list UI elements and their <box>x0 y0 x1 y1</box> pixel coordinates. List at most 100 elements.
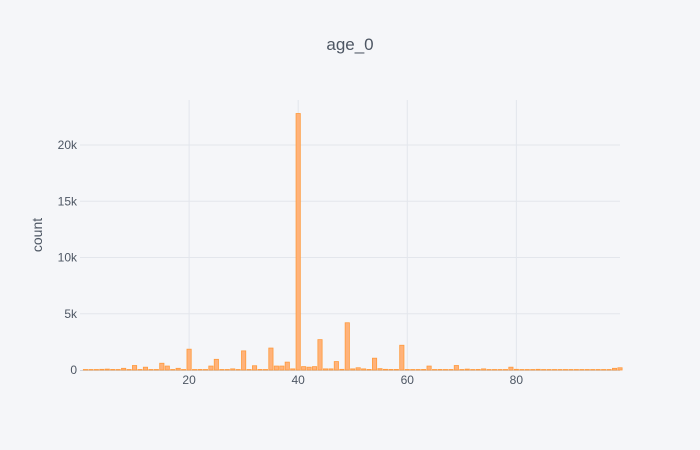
histogram-bar <box>284 361 290 371</box>
histogram-bar <box>372 357 378 371</box>
histogram-bar <box>437 369 443 371</box>
chart-title: age_0 <box>326 35 373 54</box>
histogram-bar <box>121 367 127 371</box>
histogram-bar <box>524 369 530 371</box>
histogram-bar <box>415 369 421 371</box>
histogram-bar <box>306 366 312 371</box>
histogram-bar <box>175 367 181 371</box>
histogram-bar <box>257 369 263 371</box>
histogram-bar <box>148 369 154 371</box>
histogram-bar <box>99 368 105 371</box>
grid-layer <box>80 100 620 371</box>
histogram-bar <box>137 369 143 371</box>
x-tick-label: 80 <box>510 373 524 387</box>
histogram-bar <box>399 344 405 371</box>
histogram-bar <box>453 365 459 371</box>
histogram-bar <box>388 369 394 371</box>
histogram-bar <box>552 369 558 371</box>
histogram-bar <box>132 365 138 371</box>
x-axis-ticks: 20 40 60 80 <box>182 373 523 387</box>
histogram-bar <box>404 369 410 371</box>
histogram-bar <box>497 369 503 371</box>
histogram-bar <box>481 368 487 371</box>
histogram-bar <box>230 368 236 371</box>
histogram-bar <box>475 369 481 371</box>
histogram-bar <box>312 366 318 371</box>
histogram-bar <box>322 368 328 371</box>
histogram-bar <box>601 369 607 371</box>
histogram-bar <box>513 368 519 371</box>
histogram-bar <box>192 369 198 371</box>
histogram-bar <box>350 368 356 371</box>
histogram-bar <box>170 369 176 371</box>
histogram-bar <box>159 362 165 371</box>
histogram-bar <box>464 368 470 371</box>
histogram-bar <box>279 365 285 371</box>
histogram-bar <box>339 368 345 371</box>
histogram-bar <box>508 366 514 371</box>
histogram-bar <box>486 369 492 371</box>
histogram-bar <box>573 369 579 371</box>
histogram-bar <box>382 368 388 371</box>
histogram-bar <box>426 365 432 371</box>
y-tick-label: 20k <box>58 138 78 152</box>
histogram-bar <box>295 113 301 371</box>
y-tick-label: 5k <box>64 307 78 321</box>
histogram-bar <box>317 339 323 371</box>
histogram-bar <box>213 358 219 371</box>
y-axis-label: count <box>29 218 45 252</box>
histogram-bar <box>235 369 241 371</box>
histogram-bar <box>366 369 372 371</box>
histogram-bar <box>470 369 476 371</box>
histogram-bar <box>612 367 618 371</box>
histogram-bar <box>557 369 563 371</box>
x-tick-label: 40 <box>292 373 306 387</box>
histogram-bar <box>197 369 203 371</box>
histogram-bar <box>361 368 367 371</box>
histogram-bar <box>88 369 94 371</box>
histogram-bar <box>224 369 230 371</box>
histogram-bar <box>535 368 541 371</box>
histogram-bar <box>442 369 448 371</box>
histogram-bar <box>219 369 225 371</box>
histogram-bar <box>421 369 427 371</box>
histogram-bar <box>562 369 568 371</box>
histogram-bar <box>584 369 590 371</box>
histogram-bar <box>546 369 552 371</box>
histogram-bar <box>344 322 350 371</box>
histogram-bar <box>492 369 498 371</box>
histogram-bar <box>104 368 110 371</box>
histogram-bar <box>333 361 339 371</box>
histogram-bar <box>268 347 274 371</box>
histogram-bar <box>590 369 596 371</box>
histogram-bar <box>208 365 214 371</box>
histogram-bar <box>502 369 508 371</box>
histogram-bar <box>126 369 132 371</box>
histogram-bar <box>202 369 208 371</box>
histogram-bar <box>241 350 247 371</box>
y-tick-label: 10k <box>58 251 78 265</box>
histogram-bar <box>519 369 525 371</box>
x-tick-label: 20 <box>182 373 196 387</box>
histogram-bar <box>393 369 399 371</box>
histogram-bar <box>115 369 121 371</box>
histogram-bar <box>595 369 601 371</box>
histogram-bar <box>164 365 170 371</box>
y-tick-label: 15k <box>58 194 78 208</box>
y-tick-label: 0 <box>70 363 77 377</box>
histogram-bar <box>328 368 334 371</box>
histogram-bar <box>617 367 623 371</box>
histogram-bar <box>186 348 192 371</box>
histogram-bar <box>262 369 268 371</box>
histogram-bar <box>377 368 383 371</box>
histogram-bar <box>290 368 296 371</box>
histogram-bar <box>355 367 361 371</box>
histogram-bar <box>82 369 88 371</box>
histogram-bar <box>606 369 612 371</box>
histogram-bar <box>410 369 416 371</box>
histogram-bar <box>530 369 536 371</box>
y-axis-ticks: 0 5k 10k 15k 20k <box>58 138 78 377</box>
histogram-bar <box>301 366 307 371</box>
bars-layer <box>82 113 623 371</box>
